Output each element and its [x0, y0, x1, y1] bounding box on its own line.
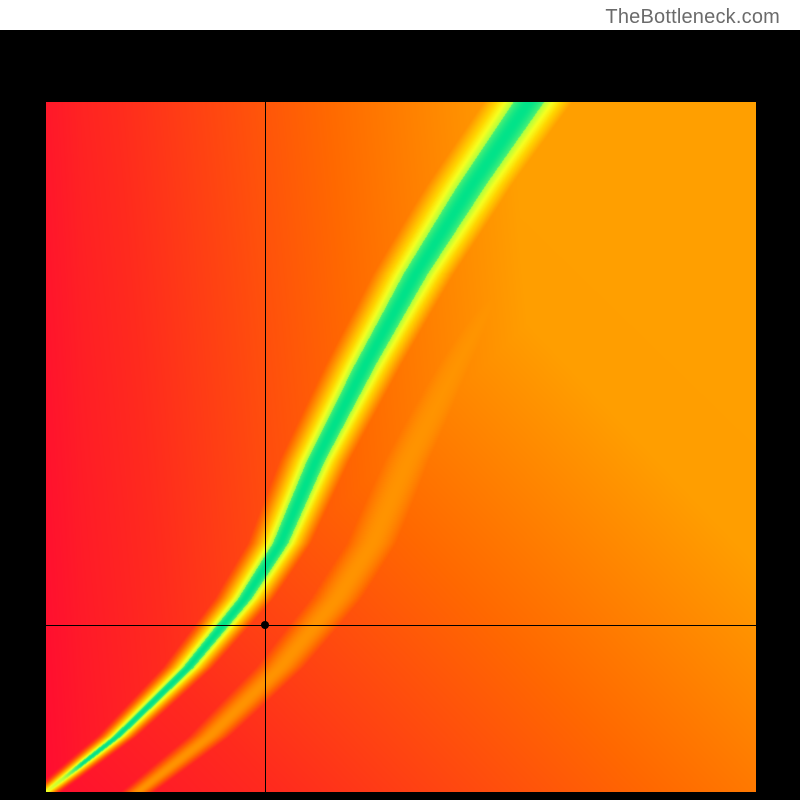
- marker-dot: [261, 621, 269, 629]
- crosshair-horizontal: [46, 625, 756, 626]
- figure-container: TheBottleneck.com: [0, 0, 800, 800]
- watermark-text: TheBottleneck.com: [605, 6, 780, 29]
- heatmap-plot: [46, 102, 756, 792]
- crosshair-vertical: [265, 102, 266, 792]
- heatmap-canvas: [46, 102, 756, 792]
- outer-frame: [0, 30, 800, 800]
